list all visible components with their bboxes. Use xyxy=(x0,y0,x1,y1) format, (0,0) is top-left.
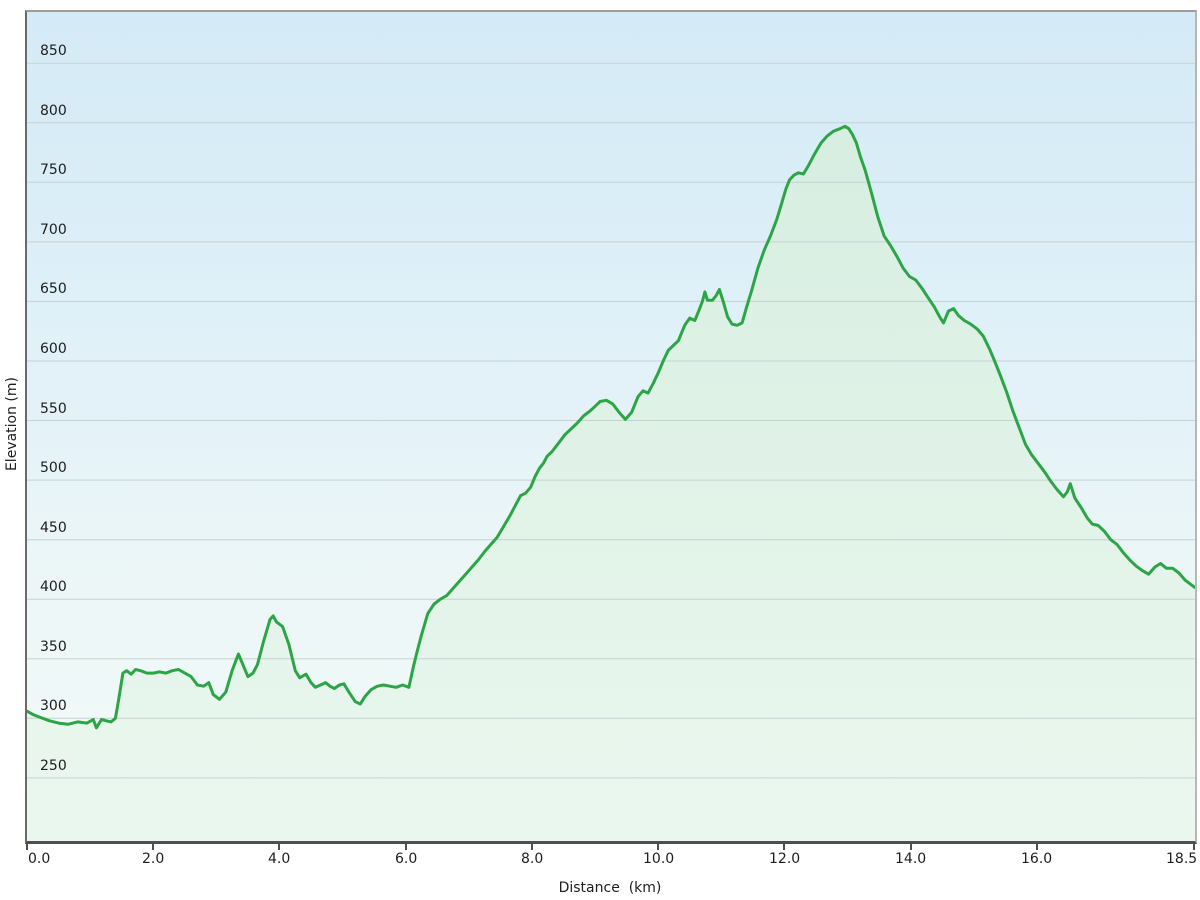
x-tick-mark xyxy=(405,844,407,850)
y-tick-label: 700 xyxy=(40,222,67,238)
y-tick-label: 350 xyxy=(40,639,67,655)
elevation-area-svg xyxy=(27,62,1195,841)
y-tick-label: 800 xyxy=(40,103,67,119)
x-tick-mark xyxy=(783,844,785,850)
y-tick-label: 250 xyxy=(40,758,67,774)
x-tick-mark xyxy=(531,844,533,850)
y-tick-label: 750 xyxy=(40,162,67,178)
x-tick-label: 12.0 xyxy=(769,851,801,867)
x-axis-title: Distance (km) xyxy=(558,880,662,896)
x-tick-mark xyxy=(657,844,659,850)
x-tick-mark xyxy=(26,844,28,850)
y-axis-title-text: Elevation (m) xyxy=(4,377,20,472)
y-tick-label: 400 xyxy=(40,579,67,595)
elevation-line xyxy=(27,124,1195,730)
x-tick-label: 8.0 xyxy=(521,851,544,867)
x-tick-label: 18.5 xyxy=(1166,851,1198,867)
y-axis-title: Elevation (m) xyxy=(1,10,23,839)
y-tick-label: 600 xyxy=(40,341,67,357)
y-tick-label: 500 xyxy=(40,460,67,476)
x-tick-label: 4.0 xyxy=(268,851,291,867)
x-tick-label: 2.0 xyxy=(142,851,165,867)
y-tick-label: 650 xyxy=(40,281,67,297)
elevation-area-fill xyxy=(27,126,1195,841)
x-tick-label: 10.0 xyxy=(643,851,675,867)
y-tick-label: 450 xyxy=(40,520,67,536)
x-tick-label: 14.0 xyxy=(895,851,927,867)
x-tick-mark xyxy=(152,844,154,850)
x-tick-label: 16.0 xyxy=(1021,851,1053,867)
x-tick-mark xyxy=(910,844,912,850)
y-tick-label: 850 xyxy=(40,43,67,59)
y-tick-label: 550 xyxy=(40,401,67,417)
x-tick-label: 6.0 xyxy=(395,851,418,867)
y-tick-label: 300 xyxy=(40,698,67,714)
x-tick-mark xyxy=(1036,844,1038,850)
x-tick-label: 0.0 xyxy=(28,851,51,867)
plot-area: 250 300 350 400 450 500 550 600 650 700 750 800 850 xyxy=(25,10,1197,844)
x-tick-mark xyxy=(1193,844,1195,850)
x-tick-mark xyxy=(278,844,280,850)
